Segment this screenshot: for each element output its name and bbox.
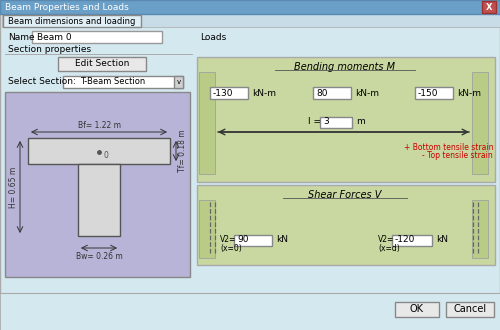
Text: V2=: V2=	[378, 236, 394, 245]
Text: kN: kN	[436, 236, 448, 245]
Text: H= 0.65 m: H= 0.65 m	[9, 166, 18, 208]
FancyBboxPatch shape	[199, 72, 215, 174]
FancyBboxPatch shape	[0, 293, 500, 330]
Text: Bf= 1.22 m: Bf= 1.22 m	[78, 121, 120, 130]
Text: kN-m: kN-m	[252, 88, 276, 97]
Text: (x=0): (x=0)	[220, 245, 242, 253]
FancyBboxPatch shape	[32, 31, 162, 43]
Text: Loads: Loads	[200, 32, 226, 42]
FancyBboxPatch shape	[415, 87, 453, 99]
FancyBboxPatch shape	[174, 76, 183, 88]
FancyBboxPatch shape	[234, 235, 272, 246]
Text: Beam 0: Beam 0	[37, 32, 72, 42]
FancyBboxPatch shape	[78, 164, 120, 236]
FancyBboxPatch shape	[210, 87, 248, 99]
FancyBboxPatch shape	[63, 76, 183, 88]
Text: m: m	[356, 117, 365, 126]
Text: X: X	[486, 3, 492, 12]
FancyBboxPatch shape	[446, 302, 494, 317]
FancyBboxPatch shape	[313, 87, 351, 99]
FancyBboxPatch shape	[320, 117, 352, 128]
FancyBboxPatch shape	[0, 14, 500, 330]
Text: 3: 3	[323, 117, 329, 126]
Text: kN-m: kN-m	[457, 88, 481, 97]
Text: 90: 90	[237, 236, 248, 245]
Text: Edit Section: Edit Section	[75, 59, 129, 69]
Text: Shear Forces V: Shear Forces V	[308, 190, 382, 200]
Text: 0: 0	[103, 150, 108, 159]
FancyBboxPatch shape	[392, 235, 432, 246]
FancyBboxPatch shape	[2, 14, 500, 27]
FancyBboxPatch shape	[5, 92, 190, 277]
FancyBboxPatch shape	[472, 72, 488, 174]
FancyBboxPatch shape	[28, 138, 170, 164]
Text: Name: Name	[8, 32, 34, 42]
Text: -130: -130	[213, 88, 234, 97]
Text: T-Beam Section: T-Beam Section	[80, 78, 146, 86]
Text: + Bottom tensile strain: + Bottom tensile strain	[404, 144, 493, 152]
Text: Select Section:: Select Section:	[8, 78, 76, 86]
FancyBboxPatch shape	[482, 1, 496, 13]
Text: Section properties: Section properties	[8, 46, 91, 54]
FancyBboxPatch shape	[199, 200, 215, 258]
Text: Bw= 0.26 m: Bw= 0.26 m	[76, 252, 122, 261]
Text: V2=: V2=	[220, 236, 236, 245]
Text: OK: OK	[410, 305, 424, 314]
Text: - Top tensile strain: - Top tensile strain	[422, 151, 493, 160]
Text: Beam Properties and Loads: Beam Properties and Loads	[5, 3, 129, 12]
FancyBboxPatch shape	[395, 302, 439, 317]
FancyBboxPatch shape	[0, 0, 500, 14]
Text: -120: -120	[395, 236, 415, 245]
Text: -150: -150	[418, 88, 438, 97]
Text: kN-m: kN-m	[355, 88, 379, 97]
Text: (x=d): (x=d)	[378, 245, 400, 253]
Text: Beam dimensions and loading: Beam dimensions and loading	[8, 16, 136, 25]
Text: Cancel: Cancel	[454, 305, 486, 314]
Text: 80: 80	[316, 88, 328, 97]
FancyBboxPatch shape	[472, 200, 488, 258]
Text: kN: kN	[276, 236, 288, 245]
FancyBboxPatch shape	[197, 185, 495, 265]
Text: v: v	[176, 79, 180, 85]
Text: Bending moments M: Bending moments M	[294, 62, 396, 72]
FancyBboxPatch shape	[3, 15, 141, 27]
Text: Tf= 0.18 m: Tf= 0.18 m	[178, 130, 187, 172]
Text: l =: l =	[308, 117, 321, 126]
FancyBboxPatch shape	[58, 57, 146, 71]
FancyBboxPatch shape	[197, 57, 495, 182]
